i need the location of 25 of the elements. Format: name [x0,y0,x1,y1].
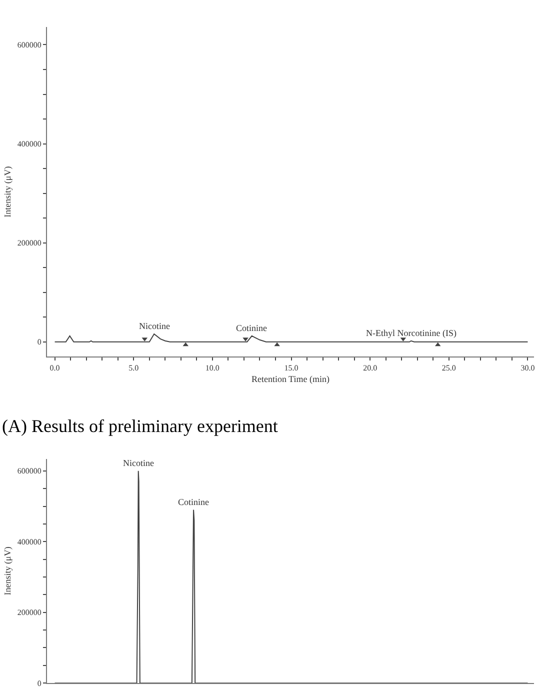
y-tick-label: 200000 [17,238,42,248]
y-tick-label: 0 [37,678,42,688]
annotation: N-Ethyl Norcotinine (IS) [366,328,456,338]
x-tick-label: 30.0 [520,363,535,372]
text: (A) Results of preliminary experiment [2,416,278,436]
line-series [54,470,528,684]
annotation: Nicotine [123,458,154,468]
x-axis-title: Retention Time (min) [251,374,330,384]
x-tick-label: 0.0 [50,363,60,372]
x-tick-label: 5.0 [128,363,139,372]
annotation: Cotinine [236,323,268,333]
x-tick-label: 10.0 [205,363,220,372]
y-axis-title: Inensity (μV) [2,546,13,596]
x-tick-label: 20.0 [363,363,378,372]
y-tick-label: 200000 [17,608,42,618]
y-tick-label: 400000 [17,140,42,149]
x-tick-label: 15.0 [284,363,298,372]
y-tick-label: 600000 [17,40,42,50]
y-tick-label: 400000 [17,537,42,546]
annotation: Nicotine [139,321,170,331]
y-tick-label: 600000 [17,466,42,476]
y-tick-label: 0 [37,338,42,347]
annotation: Cotinine [178,497,210,507]
x-tick-label: 25.0 [442,363,456,372]
y-axis-title: Intensity (μV) [2,166,13,218]
